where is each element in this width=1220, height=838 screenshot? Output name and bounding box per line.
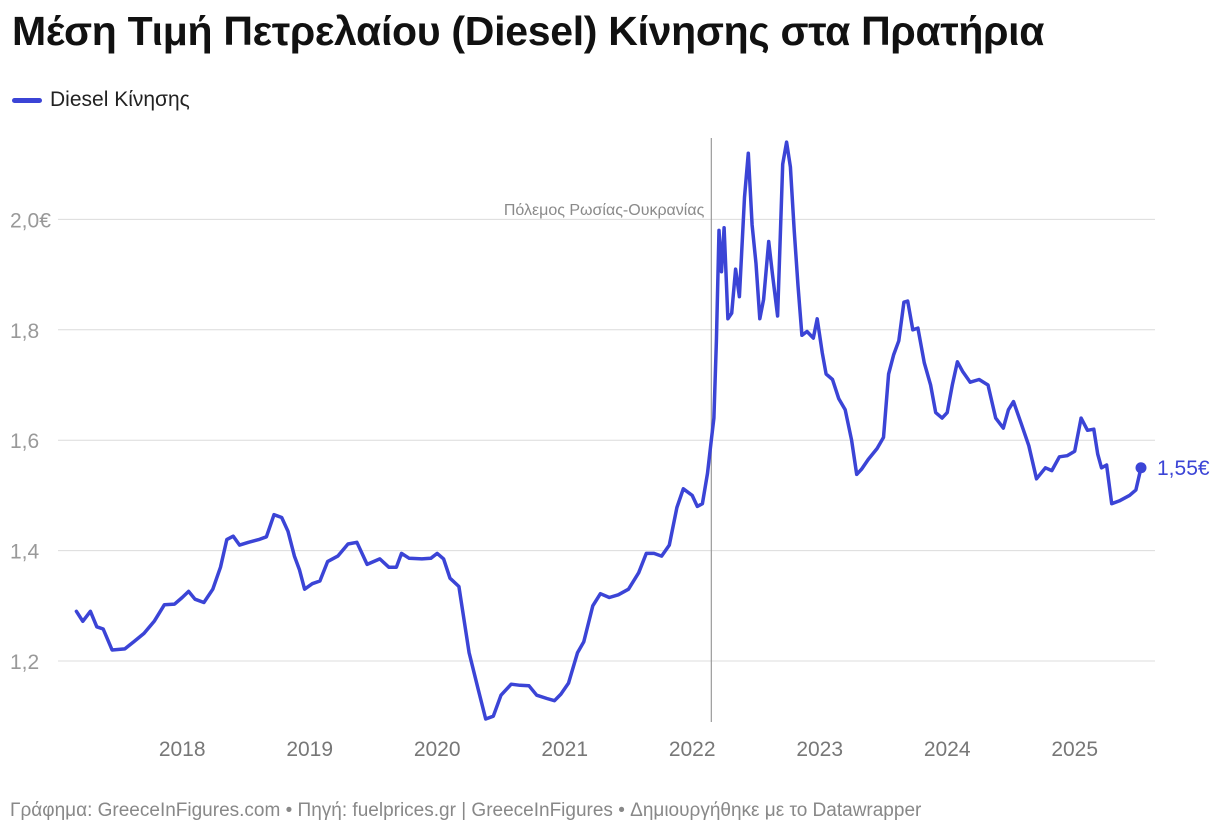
y-tick-label-3: 1,8 bbox=[10, 320, 39, 343]
chart-title: Μέση Τιμή Πετρελαίου (Diesel) Κίνησης στ… bbox=[12, 8, 1045, 54]
legend: Diesel Κίνησης bbox=[12, 88, 190, 112]
x-tick-label-0: 2018 bbox=[159, 738, 206, 761]
legend-label-diesel: Diesel Κίνησης bbox=[50, 88, 190, 111]
x-tick-label-1: 2019 bbox=[286, 738, 333, 761]
series-line-0 bbox=[74, 140, 1143, 721]
x-tick-label-6: 2024 bbox=[924, 738, 971, 761]
end-value-label: 1,55€ bbox=[1157, 457, 1210, 480]
annotation-group: Πόλεμος Ρωσίας-Ουκρανίας bbox=[504, 138, 712, 722]
y-tick-label-1: 1,4 bbox=[10, 541, 40, 564]
y-axis-ticks: 1,2 1,4 1,6 1,8 2,0€ bbox=[10, 209, 51, 674]
end-point-marker bbox=[1135, 462, 1147, 474]
x-tick-label-7: 2025 bbox=[1051, 738, 1098, 761]
source-credit: Γράφημα: GreeceInFigures.com • Πηγή: fue… bbox=[10, 800, 922, 821]
grid-lines bbox=[58, 218, 1155, 662]
series-group: 1,55€ bbox=[74, 140, 1210, 721]
x-tick-label-2: 2020 bbox=[414, 738, 461, 761]
line-chart: 1,2 1,4 1,6 1,8 2,0€ 2018 2019 2020 2021 2022 202… bbox=[10, 138, 1210, 761]
y-tick-label-2: 1,6 bbox=[10, 430, 39, 453]
legend-swatch bbox=[12, 97, 42, 103]
annotation-label: Πόλεμος Ρωσίας-Ουκρανίας bbox=[504, 202, 705, 219]
y-tick-label-0: 1,2 bbox=[10, 651, 39, 674]
y-tick-label-4: 2,0€ bbox=[10, 209, 51, 232]
x-tick-label-3: 2021 bbox=[541, 738, 588, 761]
x-tick-label-4: 2022 bbox=[669, 738, 716, 761]
x-axis-ticks: 2018 2019 2020 2021 2022 2023 2024 2025 bbox=[159, 738, 1098, 761]
x-tick-label-5: 2023 bbox=[796, 738, 843, 761]
